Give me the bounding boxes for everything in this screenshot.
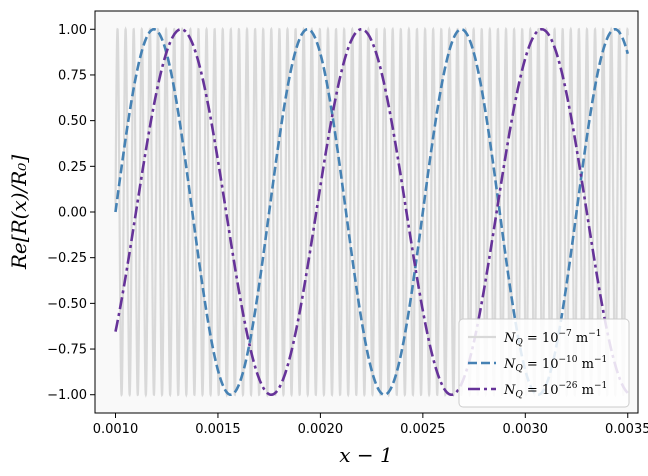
x-tick-label: 0.0030: [503, 422, 549, 437]
x-axis-label: x − 1: [339, 443, 392, 467]
legend-label: NQ = 10−26 m−1: [503, 381, 607, 400]
y-tick-label: 1.00: [58, 23, 87, 38]
y-tick-label: 0.50: [58, 114, 87, 129]
legend: NQ = 10−7 m−1 NQ = 10−10 m−1 NQ = 10−26 m−…: [458, 318, 630, 408]
y-tick-label: −0.50: [47, 297, 87, 312]
y-tick-label: −0.75: [47, 343, 87, 358]
x-tick-label: 0.0020: [298, 422, 344, 437]
y-axis-label: Re[R(x)/R₀]: [7, 155, 31, 270]
series-line-3: [114, 27, 629, 397]
y-tick-label: 0.00: [58, 206, 87, 221]
x-tick-label: 0.0025: [400, 422, 446, 437]
y-tick-label: −0.25: [47, 251, 87, 266]
x-tick-label: 0.0010: [93, 422, 139, 437]
y-tick-label: 0.75: [58, 68, 87, 83]
y-tick-label: 0.25: [58, 160, 87, 175]
y-tick-label: −1.00: [47, 388, 87, 403]
x-tick-label: 0.0035: [605, 422, 648, 437]
x-tick-label: 0.0015: [195, 422, 241, 437]
y-axis: −1.00 −0.75 −0.50 −0.25 0.00 0.25 0.50 0.75 1.00: [47, 23, 95, 403]
legend-label: NQ = 10−7 m−1: [503, 329, 602, 348]
legend-box: [458, 318, 630, 408]
legend-label: NQ = 10−10 m−1: [503, 355, 607, 374]
x-axis: 0.0010 0.0015 0.0020 0.0025 0.0030 0.0035: [93, 413, 648, 437]
